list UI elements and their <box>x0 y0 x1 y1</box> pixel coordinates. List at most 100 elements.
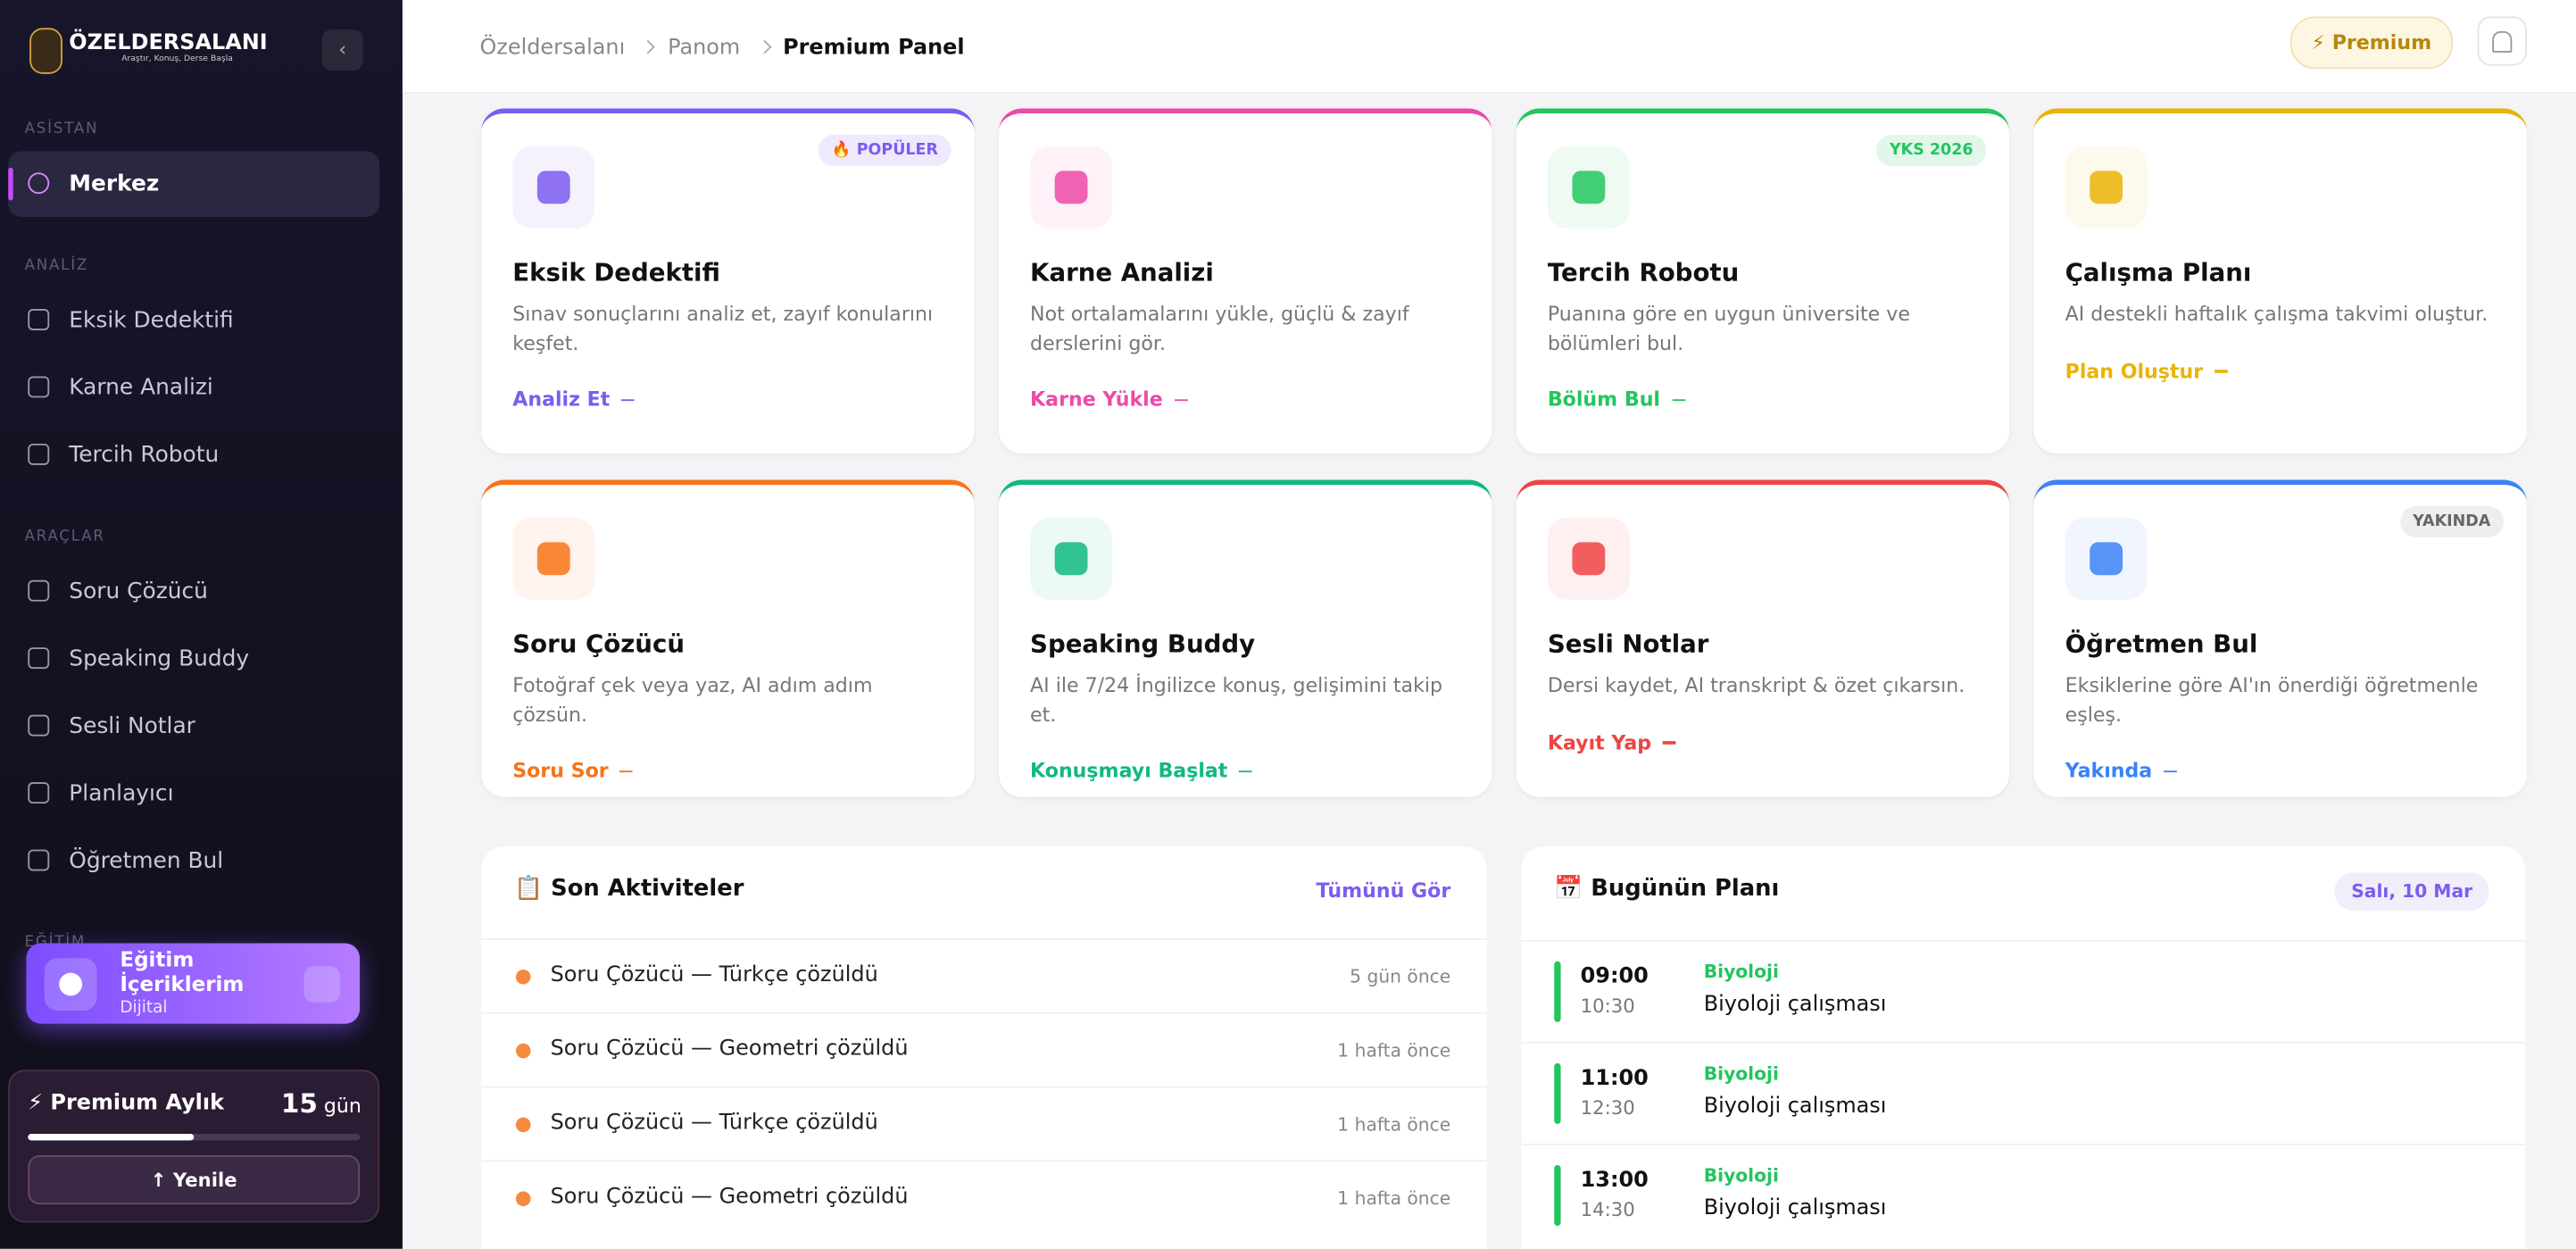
nav-item[interactable]: Soru Çözücü <box>8 559 379 625</box>
activity-time: 1 hafta önce <box>1337 1040 1451 1062</box>
breadcrumbs: Özeldersalanı Panom Premium Panel <box>479 29 964 61</box>
card-action[interactable]: Karne Yükle <box>1030 387 1460 411</box>
premium-box: ⚡ Premium Aylık 15 gün ↑ Yenile <box>8 1070 380 1223</box>
arrow-icon <box>621 398 635 402</box>
activity-row[interactable]: Soru Çözücü — Geometri çözüldü 1 hafta ön… <box>481 1160 1487 1236</box>
card-desc: Not ortalamalarını yükle, güçlü & zayıf … <box>1030 302 1409 354</box>
nav-item[interactable]: Sesli Notlar <box>8 694 379 760</box>
arrow-icon <box>2164 770 2177 773</box>
plan-date: Salı, 10 Mar <box>2334 872 2489 911</box>
feature-card[interactable]: Sesli Notlar Dersi kaydet, AI transkript … <box>1516 479 2010 797</box>
breadcrumb-sep <box>641 39 656 54</box>
activity-dot <box>515 1117 531 1133</box>
nav-item[interactable]: Öğretmen Bul <box>8 829 379 895</box>
activity-time: 1 hafta önce <box>1337 1187 1451 1210</box>
feature-card[interactable]: 🔥 POPÜLER Eksik Dedektifi Sınav sonuçların… <box>481 108 975 454</box>
see-all-link[interactable]: Tümünü Gör <box>1316 878 1451 903</box>
edu-icon <box>44 958 97 1011</box>
plan-task: Biyoloji çalışması <box>1703 1195 1887 1221</box>
feature-card[interactable]: YKS 2026 Tercih Robotu Puanına göre en uyg… <box>1516 108 2010 454</box>
activities-title: 📋 Son Aktiviteler <box>514 876 744 903</box>
collapse-button[interactable]: ‹ <box>321 29 363 71</box>
card-desc: Fotoğraf çek veya yaz, AI adım adım çözs… <box>512 673 873 726</box>
nav-icon <box>28 172 50 195</box>
activity-text: Soru Çözücü — Geometri çözüldü <box>550 1037 909 1062</box>
breadcrumb[interactable]: Özeldersalanı <box>479 36 626 62</box>
activity-row[interactable]: Soru Çözücü — Türkçe çözüldü 1 hafta önce <box>481 1086 1487 1162</box>
feature-card[interactable]: Çalışma Planı AI destekli haftalık çalışm… <box>2033 108 2527 454</box>
card-action[interactable]: Yakında <box>2065 759 2496 782</box>
nav-label: Eksik Dedektifi <box>69 307 234 334</box>
card-desc: Eksiklerine göre AI'ın önerdiği öğretmen… <box>2065 673 2479 726</box>
breadcrumb[interactable]: Panom <box>668 36 741 62</box>
section-title: ASİSTAN <box>24 121 99 138</box>
nav-icon <box>28 376 50 398</box>
notification-button[interactable] <box>2477 16 2527 66</box>
plan-end: 10:30 <box>1580 994 1635 1018</box>
tagline: Araştır, Konuş, Derse Başla <box>121 54 233 64</box>
card-icon-glyph <box>1054 171 1088 204</box>
plan-bar <box>1554 1164 1561 1227</box>
card-action[interactable]: Bölüm Bul <box>1548 387 1978 411</box>
feature-card[interactable]: YAKINDA Öğretmen Bul Eksiklerine göre AI'ı… <box>2033 479 2527 797</box>
card-icon-glyph <box>1572 542 1606 576</box>
nav-item[interactable]: Eksik Dedektifi <box>8 287 379 354</box>
card-icon-glyph <box>1054 542 1088 576</box>
card-action[interactable]: Plan Oluştur <box>2065 359 2496 382</box>
nav-item[interactable]: Planlayıcı <box>8 761 379 827</box>
card-desc: AI destekli haftalık çalışma takvimi olu… <box>2065 302 2489 326</box>
premium-button[interactable]: ⚡ Premium <box>2289 16 2454 70</box>
card-icon-glyph <box>1572 171 1606 204</box>
card-icon <box>1030 146 1113 229</box>
card-action[interactable]: Konuşmayı Başlat <box>1030 759 1460 782</box>
premium-unit: gün <box>323 1094 361 1118</box>
feature-card[interactable]: Karne Analizi Not ortalamalarını yükle, g… <box>999 108 1492 454</box>
card-action[interactable]: Soru Sor <box>512 759 943 782</box>
card-badge: YKS 2026 <box>1876 134 1987 166</box>
activity-row[interactable]: Soru Çözücü — Türkçe çözüldü 5 gün önce <box>481 937 1487 1014</box>
plan-subject: Biyoloji <box>1703 1062 1779 1085</box>
card-badge: YAKINDA <box>2399 505 2505 537</box>
card-icon-glyph <box>536 171 570 204</box>
nav-label: Soru Çözücü <box>69 578 208 605</box>
edu-card[interactable]: Eğitim İçeriklerim Dijital <box>26 943 361 1024</box>
plan-start: 11:00 <box>1580 1066 1649 1092</box>
edu-subtitle: Dijital <box>120 999 168 1018</box>
activity-time: 1 hafta önce <box>1337 1113 1451 1136</box>
nav-label: Merkez <box>69 171 160 197</box>
activity-dot <box>515 1043 531 1059</box>
premium-title: ⚡ Premium Aylık <box>28 1091 225 1116</box>
main: Özeldersalanı Panom Premium Panel ⚡ Premiu… <box>402 0 2576 1249</box>
card-title: Öğretmen Bul <box>2065 629 2258 660</box>
nav-item[interactable]: Tercih Robotu <box>8 422 379 488</box>
card-desc: AI ile 7/24 İngilizce konuş, gelişimini … <box>1030 673 1443 726</box>
card-action[interactable]: Analiz Et <box>512 387 943 411</box>
activity-row[interactable]: Soru Çözücü — Geometri çözüldü 1 hafta ön… <box>481 1012 1487 1088</box>
nav-item[interactable]: Karne Analizi <box>8 355 379 421</box>
card-action[interactable]: Kayıt Yap <box>1548 730 1978 754</box>
feature-card[interactable]: Soru Çözücü Fotoğraf çek veya yaz, AI adı… <box>481 479 975 797</box>
plan-row: 11:00 12:30 Biyoloji Biyoloji çalışması <box>1521 1041 2526 1145</box>
activities-panel: 📋 Son Aktiviteler Tümünü Gör Soru Çözücü… <box>481 845 1487 1249</box>
card-title: Çalışma Planı <box>2065 257 2252 288</box>
activity-dot <box>515 969 531 985</box>
nav-item[interactable]: Speaking Buddy <box>8 626 379 692</box>
plan-task: Biyoloji çalışması <box>1703 1094 1887 1120</box>
nav-icon <box>28 849 50 871</box>
plan-start: 13:00 <box>1580 1168 1649 1194</box>
card-title: Soru Çözücü <box>512 629 685 660</box>
nav-label: Tercih Robotu <box>69 442 220 469</box>
activity-text: Soru Çözücü — Geometri çözüldü <box>550 1185 909 1210</box>
arrow-icon <box>1671 398 1685 402</box>
activity-time: 5 gün önce <box>1350 966 1451 988</box>
renew-button[interactable]: ↑ Yenile <box>28 1154 361 1205</box>
plan-subject: Biyoloji <box>1703 961 1779 983</box>
card-icon <box>1547 517 1630 600</box>
plan-start: 09:00 <box>1580 964 1649 990</box>
brand: ÖZELDERSALANI <box>69 30 268 56</box>
plan-end: 14:30 <box>1580 1197 1635 1221</box>
feature-card[interactable]: Speaking Buddy AI ile 7/24 İngilizce konu… <box>999 479 1492 797</box>
card-title: Sesli Notlar <box>1547 629 1709 660</box>
plan-row: 13:00 14:30 Biyoloji Biyoloji çalışması <box>1521 1144 2526 1247</box>
nav-item[interactable]: Merkez <box>8 151 380 217</box>
